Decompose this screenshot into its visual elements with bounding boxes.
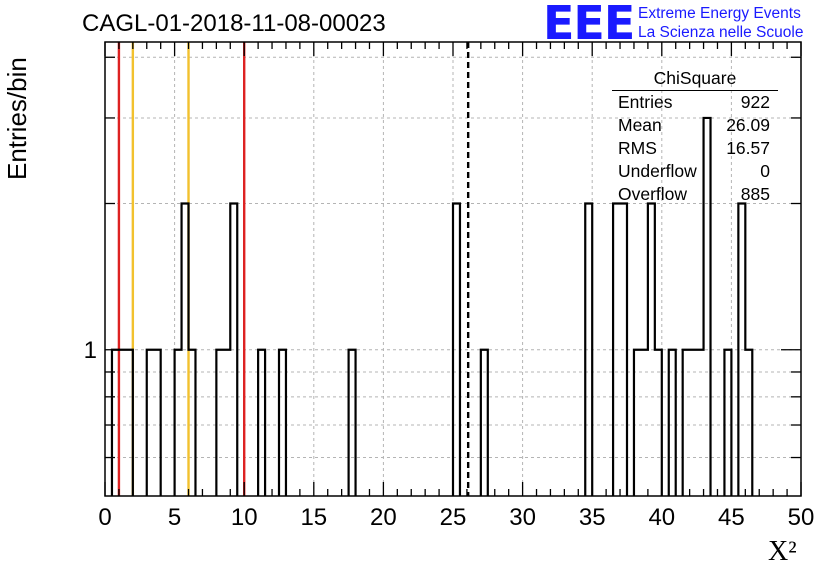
tick-labels: 0 5 10 15 20 25 30 35 40 45 50 1 (84, 337, 815, 531)
axis-ticks (104, 42, 802, 496)
x-tick-label: 30 (509, 504, 536, 531)
y-tick-label: 1 (84, 337, 97, 364)
x-tick-label: 45 (718, 504, 745, 531)
logo-line-2: La Scienza nelle Scuole (638, 24, 804, 41)
stats-divider (612, 90, 778, 91)
stats-key: Entries (618, 92, 673, 112)
x-tick-label: 10 (231, 504, 258, 531)
y-axis-label: Entries/bin (2, 57, 32, 180)
x-tick-label: 20 (370, 504, 397, 531)
x-tick-label: 0 (98, 504, 111, 531)
logo-mark: EEE (543, 0, 635, 50)
logo-line-1: Extreme Energy Events (638, 5, 801, 22)
stats-value: 0 (760, 161, 770, 181)
stats-key: Mean (618, 115, 662, 135)
stats-row-underflow: Underflow 0 (618, 161, 770, 183)
x-tick-label: 15 (300, 504, 327, 531)
stats-value: 922 (740, 92, 770, 112)
x-tick-label: 50 (788, 504, 815, 531)
stats-value: 26.09 (726, 115, 770, 135)
stats-value: 16.57 (726, 138, 770, 158)
stats-box: ChiSquare Entries 922 Mean 26.09 RMS 16.… (612, 68, 778, 208)
stats-key: RMS (618, 138, 657, 158)
stats-row-overflow: Overflow 885 (618, 184, 770, 206)
stats-row-rms: RMS 16.57 (618, 138, 770, 160)
marker-lines (117, 42, 470, 496)
x-tick-label: 5 (168, 504, 181, 531)
x-axis-label: X² (768, 536, 797, 567)
eee-logo: EEE Extreme Energy Events La Scienza nel… (543, 0, 836, 50)
stats-row-entries: Entries 922 (618, 92, 770, 114)
x-tick-label: 35 (579, 504, 606, 531)
x-tick-label: 25 (440, 504, 467, 531)
stats-key: Underflow (618, 161, 697, 181)
page-title: CAGL-01-2018-11-08-00023 (82, 10, 386, 37)
x-tick-label: 40 (648, 504, 675, 531)
stats-key: Overflow (618, 184, 688, 204)
stats-value: 885 (740, 184, 770, 204)
stats-title: ChiSquare (653, 68, 737, 88)
stats-row-mean: Mean 26.09 (618, 115, 770, 137)
